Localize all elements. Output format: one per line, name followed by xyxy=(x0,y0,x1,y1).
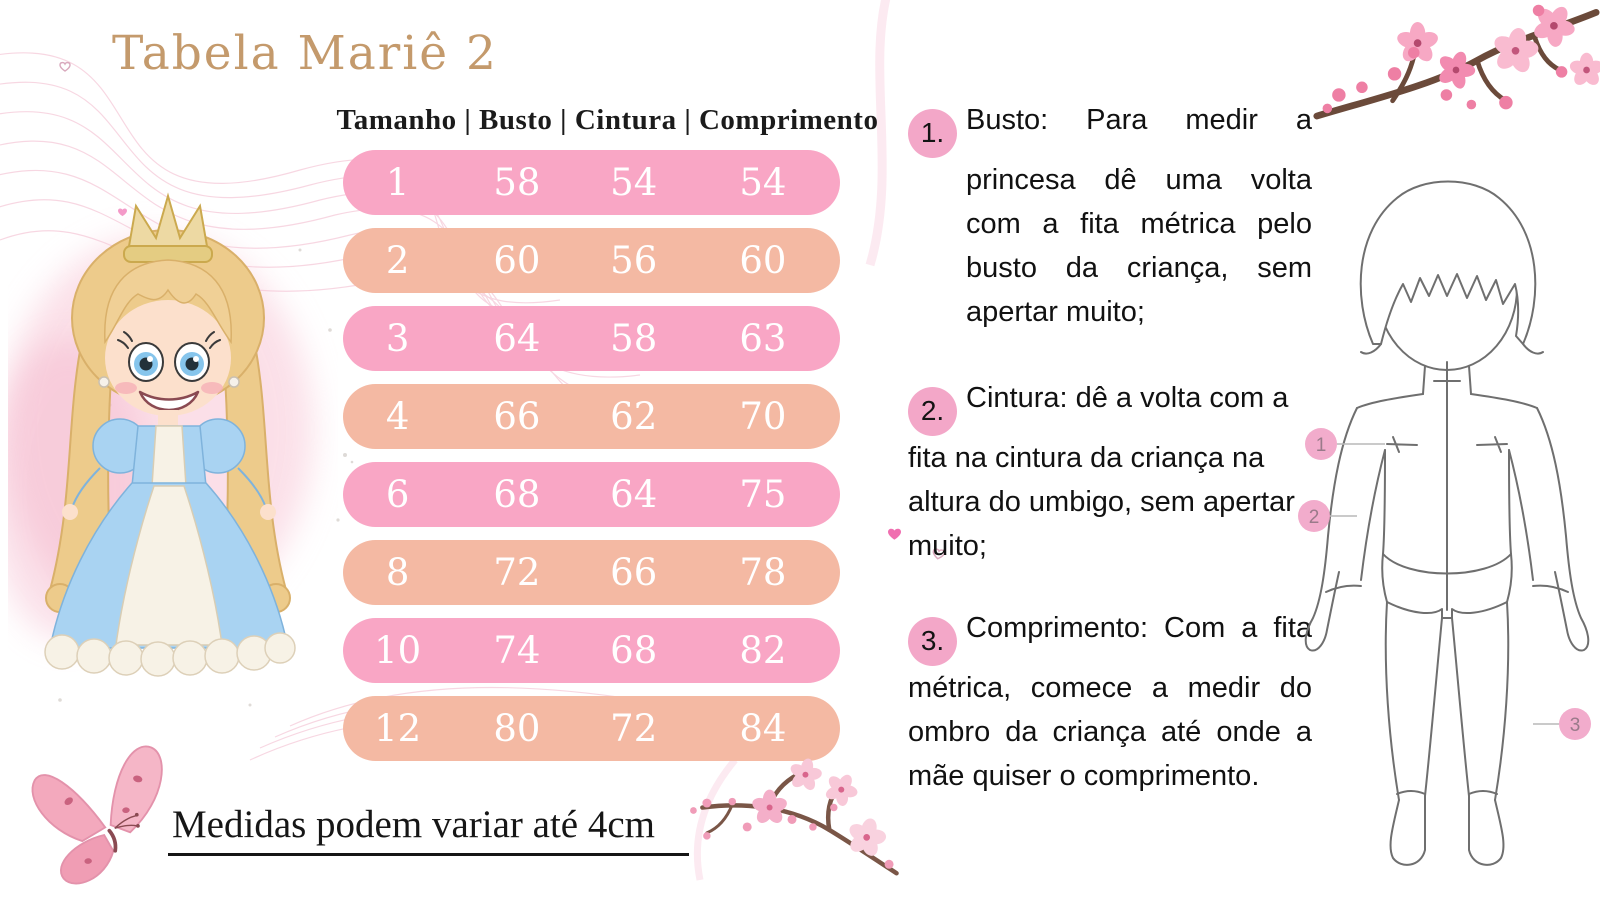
size-table: 1 58 54 54 2 60 56 60 3 64 58 63 4 66 62 70 6 68 64 75 … xyxy=(343,150,840,774)
table-row: 2 60 56 60 xyxy=(343,228,840,293)
table-row: 1 58 54 54 xyxy=(343,150,840,215)
marker-3: 3 xyxy=(1570,715,1581,736)
table-row: 12 80 72 84 xyxy=(343,696,840,761)
step-1-badge: 1. xyxy=(908,108,957,158)
child-body-diagram: 1 2 3 xyxy=(1298,180,1591,866)
princess-illustration xyxy=(8,192,313,677)
table-row: 10 74 68 82 xyxy=(343,618,840,683)
instruction-cintura: 2. Cintura: dê a volta com a fita na cint… xyxy=(908,382,1295,563)
instruction-busto: 1. Busto: Para medir a princesa dê uma vo… xyxy=(908,98,1312,334)
marker-2: 2 xyxy=(1309,507,1320,528)
marker-1: 1 xyxy=(1316,435,1327,456)
cherry-blossom-branch-icon xyxy=(1313,4,1600,120)
step-3-badge: 3. xyxy=(908,616,957,666)
table-row: 3 64 58 63 xyxy=(343,306,840,371)
table-row: 8 72 66 78 xyxy=(343,540,840,605)
table-header: Tamanho | Busto | Cintura | Comprimento xyxy=(336,104,879,136)
page-title: Tabela Mariê 2 xyxy=(112,26,498,81)
measuring-instructions: 1. Busto: Para medir a princesa dê uma vo… xyxy=(908,98,1312,840)
step-2-badge: 2. xyxy=(908,386,957,436)
butterfly-icon xyxy=(31,745,163,885)
table-row: 6 68 64 75 xyxy=(343,462,840,527)
table-row: 4 66 62 70 xyxy=(343,384,840,449)
footer-note: Medidas podem variar até 4cm xyxy=(168,802,689,856)
instruction-comprimento: 3. Comprimento: Com a fita métrica, comec… xyxy=(908,612,1312,793)
cherry-blossom-branch-icon xyxy=(690,758,899,876)
